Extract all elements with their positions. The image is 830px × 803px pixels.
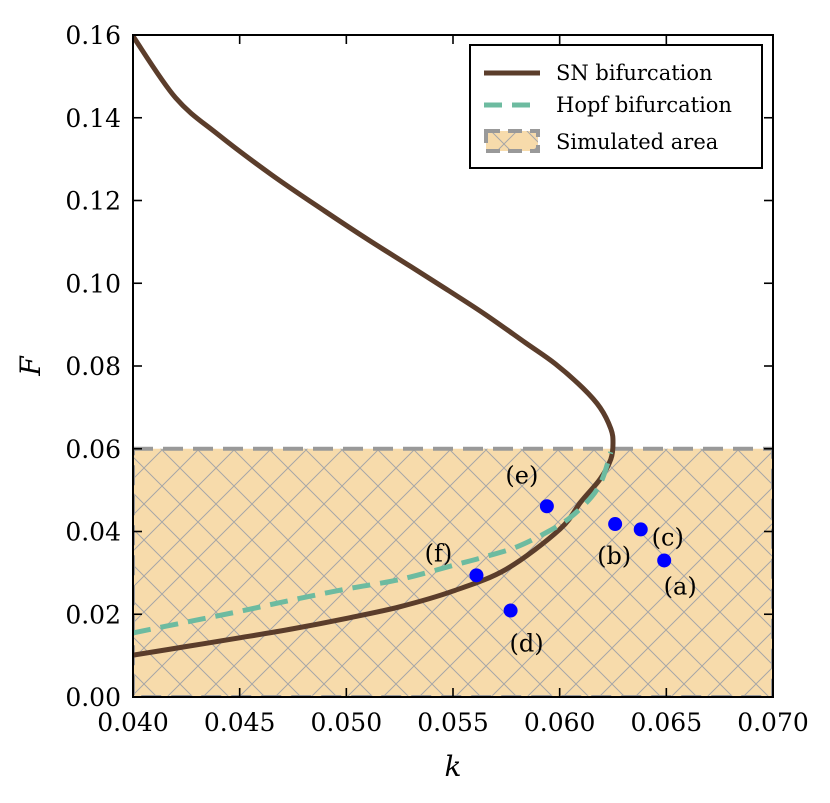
sample-point-label: (b): [597, 542, 631, 570]
legend-hopf-label: Hopf bifurcation: [556, 93, 732, 117]
legend-sn-label: SN bifurcation: [556, 61, 713, 85]
y-axis-title: F: [14, 355, 47, 377]
legend-area-label: Simulated area: [556, 130, 718, 154]
y-tick-label: 0.12: [65, 187, 121, 216]
legend-area-swatch: [484, 129, 540, 153]
sample-point-label: (f): [425, 539, 453, 567]
sn-bifurcation-curve: [133, 35, 616, 658]
x-tick-label: 0.055: [417, 708, 489, 737]
sample-point-label: (c): [652, 523, 684, 551]
x-tick-label: 0.060: [524, 708, 596, 737]
x-tick-label: 0.045: [204, 708, 276, 737]
y-tick-label: 0.10: [65, 269, 121, 298]
sample-point: [469, 568, 484, 583]
sample-points: (a) (b) (c) (d) (e) (f): [425, 461, 697, 657]
y-tick-label: 0.16: [65, 21, 121, 50]
simulated-area-hatch: [133, 448, 773, 697]
x-axis-ticks: 0.040 0.045 0.050 0.055 0.060 0.065 0.070: [97, 35, 809, 737]
sample-point: [608, 517, 623, 532]
y-tick-label: 0.14: [65, 104, 121, 133]
simulated-area-border: [133, 446, 773, 697]
x-tick-label: 0.050: [311, 708, 383, 737]
sample-point: [539, 499, 554, 514]
y-tick-label: 0.06: [65, 435, 121, 464]
x-axis-title: k: [445, 750, 462, 783]
sample-point-label: (a): [664, 572, 697, 600]
y-tick-label: 0.08: [65, 352, 121, 381]
x-tick-label: 0.065: [631, 708, 703, 737]
sample-point-label: (d): [510, 630, 544, 658]
x-tick-label: 0.040: [97, 708, 169, 737]
sample-point: [657, 553, 672, 568]
y-tick-label: 0.02: [65, 600, 121, 629]
sample-point: [503, 603, 518, 618]
sample-point-label: (e): [505, 461, 538, 489]
legend: SN bifurcation Hopf bifurcation Simulate…: [469, 44, 763, 169]
y-tick-label: 0.00: [65, 683, 121, 712]
x-tick-label: 0.070: [737, 708, 809, 737]
legend-area-hatch: [486, 131, 538, 151]
y-axis-ticks: 0.00 0.02 0.04 0.06 0.08 0.10 0.12 0.14 0.16: [65, 21, 773, 712]
sample-point: [633, 522, 648, 537]
hopf-bifurcation-curve: [133, 451, 614, 636]
y-tick-label: 0.04: [65, 518, 121, 547]
